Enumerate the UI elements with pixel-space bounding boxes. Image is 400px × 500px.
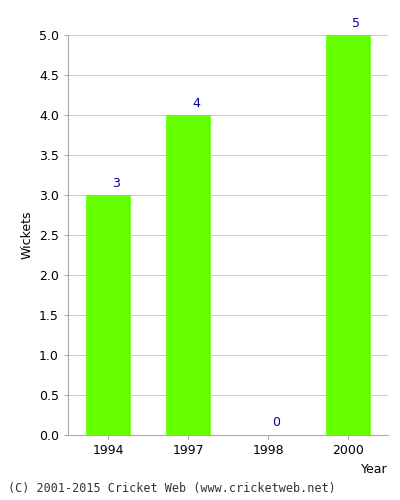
Bar	[326, 35, 370, 435]
Text: 4: 4	[192, 97, 200, 110]
Text: 3: 3	[112, 177, 120, 190]
Text: 0: 0	[272, 416, 280, 428]
Text: 5: 5	[352, 17, 360, 30]
Bar	[86, 195, 130, 435]
Y-axis label: Wickets: Wickets	[20, 211, 34, 259]
Bar	[166, 115, 210, 435]
Text: (C) 2001-2015 Cricket Web (www.cricketweb.net): (C) 2001-2015 Cricket Web (www.cricketwe…	[8, 482, 336, 495]
Text: Year: Year	[361, 463, 388, 476]
